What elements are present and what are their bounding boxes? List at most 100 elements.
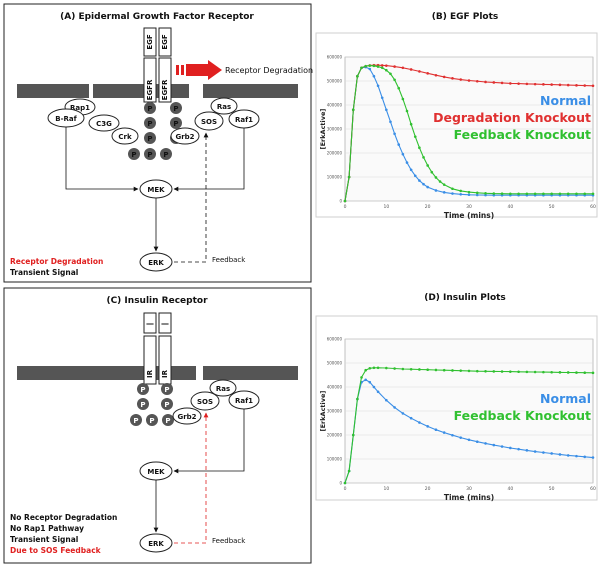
xtick-label-1-1: 10 <box>383 486 389 492</box>
phospho-sites-c: P P P P P P P <box>130 383 174 426</box>
phospho-c-7-label: P <box>165 417 170 425</box>
ir-label-left: IR <box>146 369 154 378</box>
phospho-c-4-label: P <box>164 401 169 409</box>
data-point-0-1-25 <box>509 82 512 85</box>
xtick-label-1-4: 40 <box>507 486 513 492</box>
membrane-left <box>17 84 89 98</box>
protein-erk-a: ERK <box>139 252 173 272</box>
data-point-1-0-8 <box>376 390 380 394</box>
data-point-0-2-27 <box>467 190 471 194</box>
data-point-0-2-34 <box>525 192 529 196</box>
data-point-1-0-16 <box>442 431 446 434</box>
sos-c-label: SOS <box>197 398 213 406</box>
egfr-label-right: EGFR <box>161 79 169 100</box>
protein-sos-a: SOS <box>194 111 224 131</box>
data-point-0-2-11 <box>389 72 392 76</box>
phospho-a-9 <box>160 148 172 160</box>
legend-entry-0-1: Degradation Knockout <box>433 110 591 125</box>
data-point-1-1-7 <box>372 366 376 370</box>
data-point-0-0-17 <box>413 174 417 178</box>
ir-label-right: IR <box>161 369 169 378</box>
insulin-ligand-left <box>143 312 157 334</box>
chart-d: 0 100000 200000 300000 400000 500000 600000 0 10… <box>319 337 596 503</box>
protein-ras-c: Ras <box>209 379 237 397</box>
egf-label-left: EGF <box>146 34 154 50</box>
data-point-1-1-33 <box>583 371 587 375</box>
panel-c: (C) Insulin Receptor — — IR IR P P P P P… <box>3 287 312 564</box>
data-point-1-1-31 <box>566 371 570 374</box>
data-point-1-0-28 <box>542 451 545 454</box>
data-point-0-0-24 <box>459 192 463 196</box>
data-point-0-0-22 <box>442 191 446 194</box>
data-point-1-1-4 <box>360 376 363 379</box>
data-point-0-0-13 <box>397 143 401 146</box>
data-point-0-2-9 <box>380 66 384 70</box>
data-point-0-1-31 <box>558 83 562 87</box>
ytick-label-1-6: 600000 <box>327 337 343 342</box>
protein-grb2-c: Grb2 <box>172 407 202 425</box>
panel-c-frame <box>3 287 312 564</box>
xtick-label-1-2: 20 <box>425 486 431 492</box>
legend-entry-0-2: Feedback Knockout <box>454 127 591 142</box>
data-point-0-1-30 <box>550 83 553 86</box>
data-point-1-1-9 <box>385 366 388 370</box>
data-point-0-0-27 <box>484 193 487 197</box>
data-point-1-1-16 <box>442 368 446 372</box>
phospho-a-1-label: P <box>147 105 152 113</box>
data-point-0-1-15 <box>426 72 429 75</box>
ytick-label-0-0: 0 <box>339 199 342 204</box>
data-point-1-1-10 <box>393 367 396 370</box>
data-point-0-2-5 <box>364 64 367 68</box>
data-point-1-0-30 <box>558 453 562 456</box>
ytick-label-1-5: 500000 <box>327 361 343 366</box>
data-point-0-1-32 <box>566 83 570 87</box>
data-point-0-0-19 <box>422 182 425 186</box>
phospho-a-4-label: P <box>173 105 178 113</box>
protein-raf1-a: Raf1 <box>228 109 260 129</box>
data-point-0-1-19 <box>459 78 463 81</box>
data-point-0-2-16 <box>409 122 413 126</box>
data-point-0-1-17 <box>442 75 446 79</box>
ytick-label-0-3: 300000 <box>327 127 343 132</box>
data-point-0-1-27 <box>525 82 529 86</box>
data-point-1-1-30 <box>558 371 562 374</box>
data-point-1-0-26 <box>525 449 529 452</box>
data-point-0-2-42 <box>591 192 595 196</box>
feedback-label-c: Feedback <box>212 537 246 545</box>
data-point-0-2-36 <box>542 192 545 196</box>
insulin-ligand-label-right: — <box>161 319 169 328</box>
data-point-0-1-11 <box>393 65 396 68</box>
data-point-0-2-8 <box>376 65 380 68</box>
data-point-1-1-13 <box>418 368 421 371</box>
phospho-a-3-label: P <box>147 135 152 143</box>
c3g-label: C3G <box>96 120 112 128</box>
data-point-0-2-4 <box>360 66 363 70</box>
data-point-1-0-33 <box>583 455 587 459</box>
phospho-c-5-label: P <box>133 417 138 425</box>
data-point-0-1-33 <box>575 84 578 87</box>
data-point-1-0-14 <box>426 425 429 428</box>
panel-a: (A) Epidermal Growth Factor Receptor EGF… <box>3 3 313 283</box>
ytick-label-0-6: 600000 <box>327 55 343 60</box>
summary-a-2: Transient Signal <box>10 268 78 277</box>
data-point-1-1-28 <box>542 370 545 374</box>
data-point-0-0-26 <box>475 193 479 197</box>
membrane-right <box>203 84 298 98</box>
xtick-label-0-0: 0 <box>344 204 347 210</box>
panel-b-title: (B) EGF Plots <box>432 12 499 22</box>
data-point-0-2-24 <box>442 183 446 186</box>
xtick-label-1-6: 60 <box>590 486 596 492</box>
ras-c-label: Ras <box>216 385 230 393</box>
data-point-0-2-26 <box>459 189 463 193</box>
data-point-1-0-27 <box>533 450 537 453</box>
ytick-label-0-1: 100000 <box>327 175 343 180</box>
data-point-0-0-23 <box>451 192 454 195</box>
data-point-1-0-18 <box>459 436 463 439</box>
data-point-1-1-29 <box>550 370 553 374</box>
phospho-c-1 <box>137 383 149 395</box>
data-point-1-1-11 <box>401 367 405 371</box>
protein-braf: B-Raf <box>47 108 85 128</box>
data-point-1-0-29 <box>550 452 553 455</box>
mek-c-label: MEK <box>147 468 165 476</box>
xtick-label-1-3: 30 <box>466 486 472 492</box>
